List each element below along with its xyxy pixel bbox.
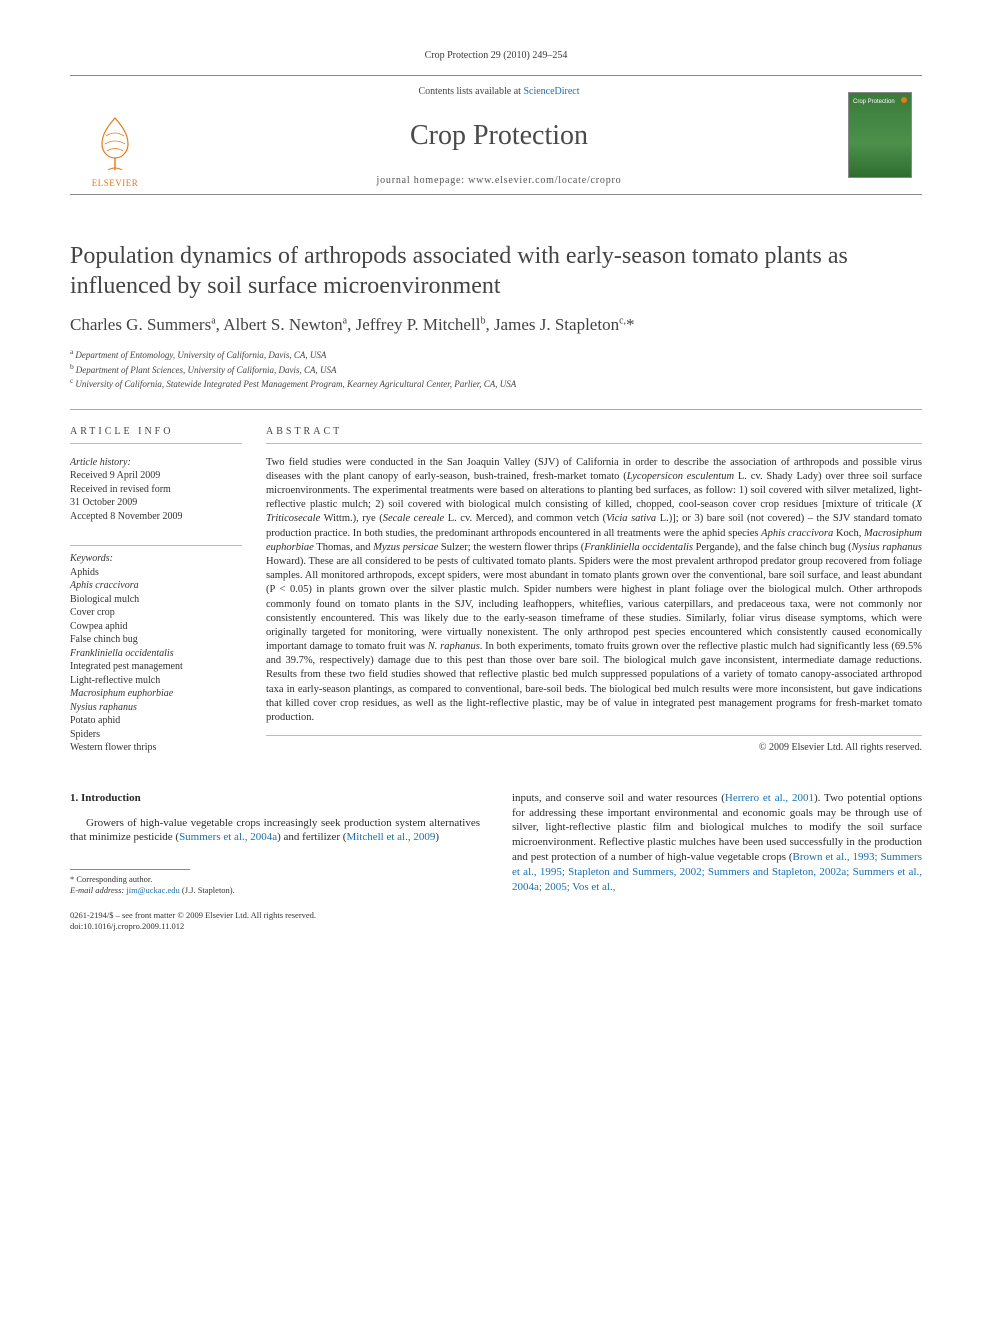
doi-line: doi:10.1016/j.cropro.2009.11.012 (70, 921, 922, 932)
keyword-item: Aphids (70, 566, 242, 580)
abstract-label: ABSTRACT (266, 426, 922, 444)
keyword-item: Macrosiphum euphorbiae (70, 687, 242, 701)
history-revised: Received in revised form (70, 484, 171, 495)
keywords-label: Keywords: (70, 553, 113, 564)
article-history: Article history: Received 9 April 2009 R… (70, 456, 242, 524)
issn-line: 0261-2194/$ – see front matter © 2009 El… (70, 910, 922, 921)
banner-center: Contents lists available at ScienceDirec… (160, 76, 838, 194)
keyword-item: Aphis craccivora (70, 579, 242, 593)
body-col-left: 1. Introduction Growers of high-value ve… (70, 791, 480, 897)
keyword-item: Spiders (70, 728, 242, 742)
banner-right: Crop Protection (838, 76, 922, 194)
keywords-block: Keywords: AphidsAphis craccivoraBiologic… (70, 545, 242, 755)
email-owner: (J.J. Stapleton). (180, 885, 235, 895)
article-info-label: ARTICLE INFO (70, 426, 242, 444)
keyword-item: Frankliniella occidentalis (70, 647, 242, 661)
journal-homepage: journal homepage: www.elsevier.com/locat… (377, 175, 622, 186)
intro-para-2: inputs, and conserve soil and water reso… (512, 791, 922, 895)
contents-lists-line: Contents lists available at ScienceDirec… (418, 86, 579, 97)
article-title: Population dynamics of arthropods associ… (70, 241, 922, 301)
journal-banner: ELSEVIER Contents lists available at Sci… (70, 75, 922, 195)
body-col-right: inputs, and conserve soil and water reso… (512, 791, 922, 897)
elsevier-tree-icon (90, 116, 140, 176)
keyword-item: Cover crop (70, 606, 242, 620)
keyword-item: Potato aphid (70, 714, 242, 728)
affiliations: aDepartment of Entomology, University of… (70, 347, 922, 391)
email-line: E-mail address: jim@uckac.edu (J.J. Stap… (70, 885, 480, 896)
keyword-item: Western flower thrips (70, 741, 242, 755)
body-columns: 1. Introduction Growers of high-value ve… (70, 791, 922, 897)
footer-bar: 0261-2194/$ – see front matter © 2009 El… (70, 910, 922, 932)
keyword-item: Cowpea aphid (70, 620, 242, 634)
corresponding-email-link[interactable]: jim@uckac.edu (126, 885, 179, 895)
keywords-list: AphidsAphis craccivoraBiological mulchCo… (70, 566, 242, 755)
sciencedirect-link[interactable]: ScienceDirect (523, 86, 579, 97)
affiliation-line: bDepartment of Plant Sciences, Universit… (70, 362, 922, 377)
page: Crop Protection 29 (2010) 249–254 ELSEVI… (0, 0, 992, 973)
keyword-item: Light-reflective mulch (70, 674, 242, 688)
history-accepted: Accepted 8 November 2009 (70, 511, 182, 522)
email-label: E-mail address: (70, 885, 126, 895)
footnote-separator (70, 869, 190, 870)
publisher-name: ELSEVIER (92, 178, 139, 188)
history-revised-date: 31 October 2009 (70, 497, 137, 508)
article-info-col: ARTICLE INFO Article history: Received 9… (70, 410, 266, 755)
abstract-text: Two field studies were conducted in the … (266, 456, 922, 736)
keyword-item: False chinch bug (70, 633, 242, 647)
contents-prefix: Contents lists available at (418, 86, 523, 97)
abstract-col: ABSTRACT Two field studies were conducte… (266, 410, 922, 755)
running-head: Crop Protection 29 (2010) 249–254 (70, 50, 922, 61)
history-label: Article history: (70, 457, 131, 468)
abstract-copyright: © 2009 Elsevier Ltd. All rights reserved… (266, 742, 922, 753)
journal-name: Crop Protection (410, 120, 588, 152)
journal-cover-thumb: Crop Protection (848, 92, 912, 178)
corresponding-author: * Corresponding author. (70, 874, 480, 885)
keyword-item: Biological mulch (70, 593, 242, 607)
info-abstract-row: ARTICLE INFO Article history: Received 9… (70, 409, 922, 755)
footnotes: * Corresponding author. E-mail address: … (70, 874, 480, 896)
intro-para-1: Growers of high-value vegetable crops in… (70, 816, 480, 846)
keyword-item: Integrated pest management (70, 660, 242, 674)
keyword-item: Nysius raphanus (70, 701, 242, 715)
affiliation-line: aDepartment of Entomology, University of… (70, 347, 922, 362)
publisher-block: ELSEVIER (70, 76, 160, 194)
affiliation-line: cUniversity of California, Statewide Int… (70, 376, 922, 391)
cover-thumb-label: Crop Protection (853, 99, 895, 105)
history-received: Received 9 April 2009 (70, 470, 160, 481)
intro-heading: 1. Introduction (70, 791, 480, 806)
authors-line: Charles G. Summersa, Albert S. Newtona, … (70, 315, 922, 335)
